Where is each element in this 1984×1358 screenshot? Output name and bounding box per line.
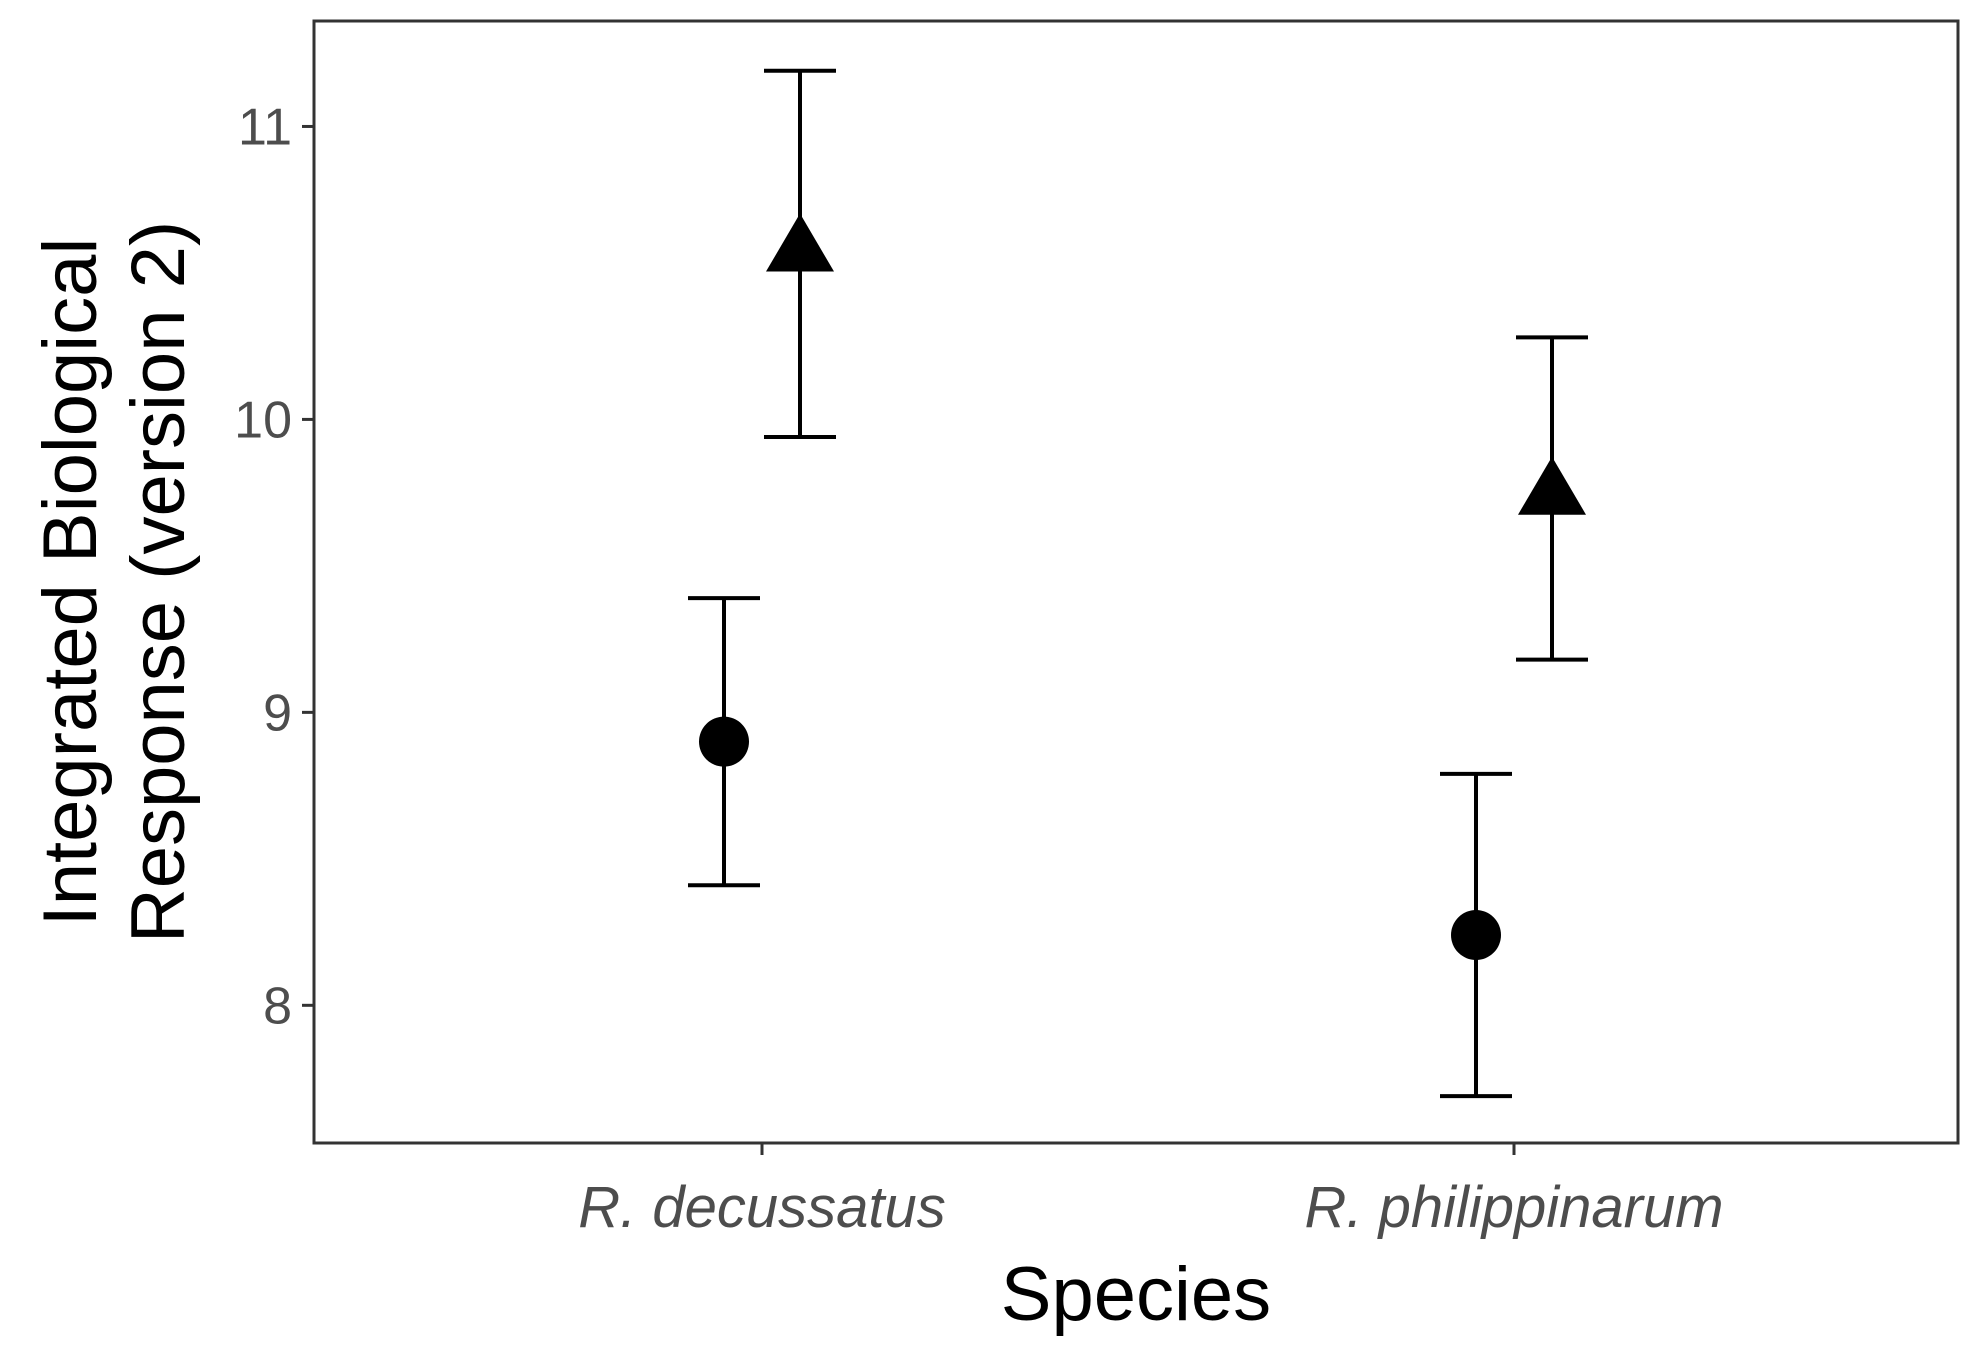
y-tick-label: 10 bbox=[234, 391, 292, 449]
data-point-circle bbox=[699, 716, 749, 767]
panel-frame bbox=[312, 19, 1960, 1145]
data-point-circle bbox=[1451, 910, 1501, 961]
y-axis-title: Integrated Biological Response (version … bbox=[28, 221, 201, 943]
y-tick-label: 8 bbox=[263, 977, 292, 1035]
data-marks bbox=[688, 68, 1588, 1099]
y-axis-title-line-2: Response (version 2) bbox=[116, 221, 201, 943]
x-tick-label: R. philippinarum bbox=[1304, 1175, 1723, 1240]
y-tick-label: 11 bbox=[238, 98, 292, 156]
x-axis-ticks: R. decussatus R. philippinarum bbox=[578, 1143, 1724, 1240]
data-point-triangle bbox=[766, 213, 834, 272]
x-tick-label: R. decussatus bbox=[578, 1175, 946, 1240]
data-point-triangle bbox=[1518, 456, 1586, 515]
y-tick-label: 9 bbox=[263, 684, 292, 742]
x-axis-title: Species bbox=[1001, 1252, 1271, 1337]
y-axis-title-line-1: Integrated Biological bbox=[28, 238, 113, 927]
y-axis-ticks: 8 9 10 11 bbox=[234, 98, 314, 1035]
